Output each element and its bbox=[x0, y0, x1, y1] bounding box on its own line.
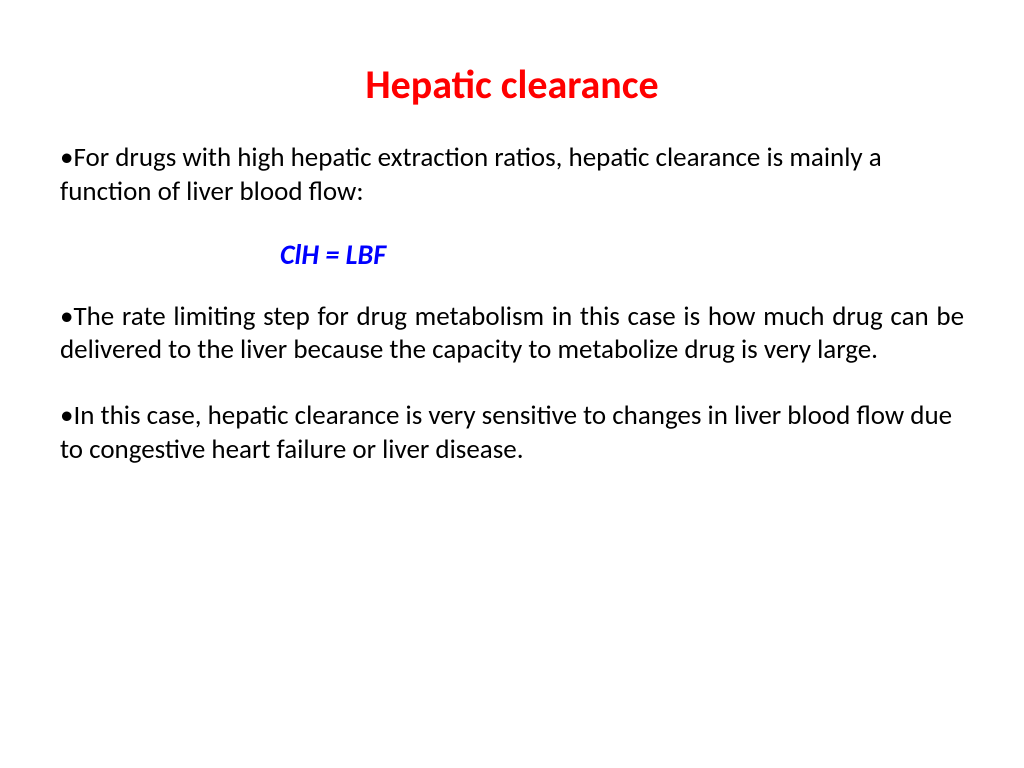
bullet-3: In this case, hepatic clearance is very … bbox=[60, 399, 964, 467]
bullet-marker bbox=[60, 399, 73, 432]
bullet-marker bbox=[60, 300, 73, 333]
bullet-1-text: For drugs with high hepatic extraction r… bbox=[60, 141, 882, 208]
slide: Hepatic clearance For drugs with high he… bbox=[0, 0, 1024, 768]
bullet-2: The rate limiting step for drug metaboli… bbox=[60, 300, 964, 368]
bullet-1: For drugs with high hepatic extraction r… bbox=[60, 141, 964, 209]
bullet-marker bbox=[60, 141, 73, 174]
bullet-2-text: The rate limiting step for drug metaboli… bbox=[60, 300, 964, 367]
slide-title: Hepatic clearance bbox=[60, 60, 964, 109]
spacer bbox=[60, 377, 964, 399]
bullet-3-text: In this case, hepatic clearance is very … bbox=[60, 399, 952, 466]
formula: ClH = LBF bbox=[280, 237, 964, 272]
